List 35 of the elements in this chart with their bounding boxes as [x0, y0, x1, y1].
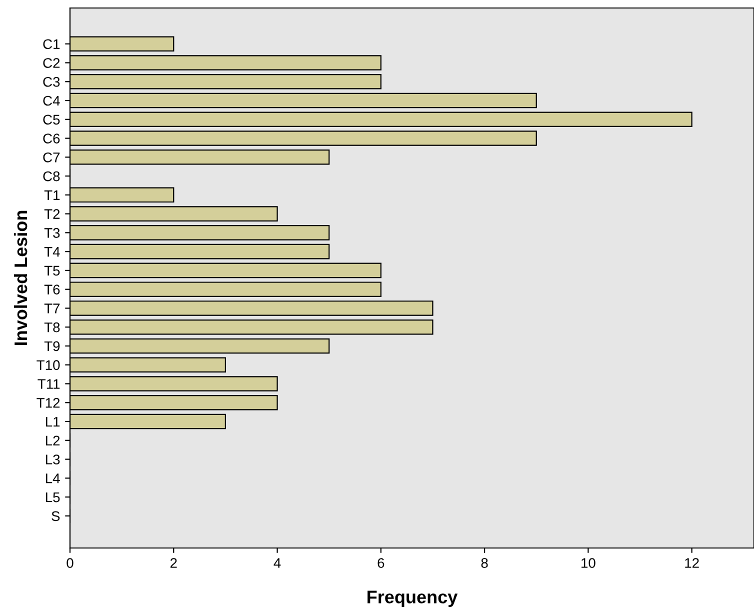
- x-tick-label: 10: [582, 558, 596, 568]
- y-axis-title: Involved Lesion: [14, 210, 28, 346]
- y-tick-label: T2: [44, 209, 60, 219]
- y-tick-label: T5: [44, 266, 60, 276]
- y-tick-label: C3: [43, 76, 60, 87]
- y-tick-label: C8: [43, 171, 60, 182]
- y-tick-label: L1: [46, 416, 60, 427]
- y-tick-label: S: [52, 511, 60, 522]
- y-tick-label: C2: [43, 58, 60, 68]
- y-tick-label: L5: [46, 492, 60, 502]
- y-tick-label: T11: [38, 379, 60, 389]
- y-tick-label: L3: [46, 454, 60, 464]
- x-tick-label: 4: [274, 558, 281, 568]
- x-tick-label: 8: [481, 558, 488, 568]
- x-tick-label: 2: [170, 558, 177, 568]
- y-tick-label: T3: [44, 228, 60, 238]
- y-tick-label: T12: [36, 398, 60, 408]
- x-axis-title: Frequency: [368, 590, 458, 607]
- x-tick-label: 12: [685, 558, 699, 568]
- y-tick-label: T4: [44, 247, 60, 257]
- y-tick-label: T8: [44, 322, 60, 332]
- x-tick-label: 6: [378, 558, 384, 568]
- y-tick-label: L4: [46, 474, 60, 484]
- x-tick-label: 0: [66, 558, 74, 568]
- y-tick-label: T9: [44, 341, 60, 352]
- y-tick-label: L2: [46, 436, 60, 446]
- y-tick-label: C7: [43, 152, 60, 162]
- y-tick-label: T1: [44, 190, 60, 200]
- y-tick-label: T6: [44, 284, 60, 294]
- y-tick-label: C5: [43, 114, 60, 125]
- y-tick-label: C6: [43, 134, 60, 144]
- y-tick-label: T10: [36, 360, 60, 370]
- y-tick-label: C1: [43, 39, 60, 50]
- y-tick-label: T7: [44, 304, 60, 314]
- y-tick-label: C4: [43, 96, 60, 106]
